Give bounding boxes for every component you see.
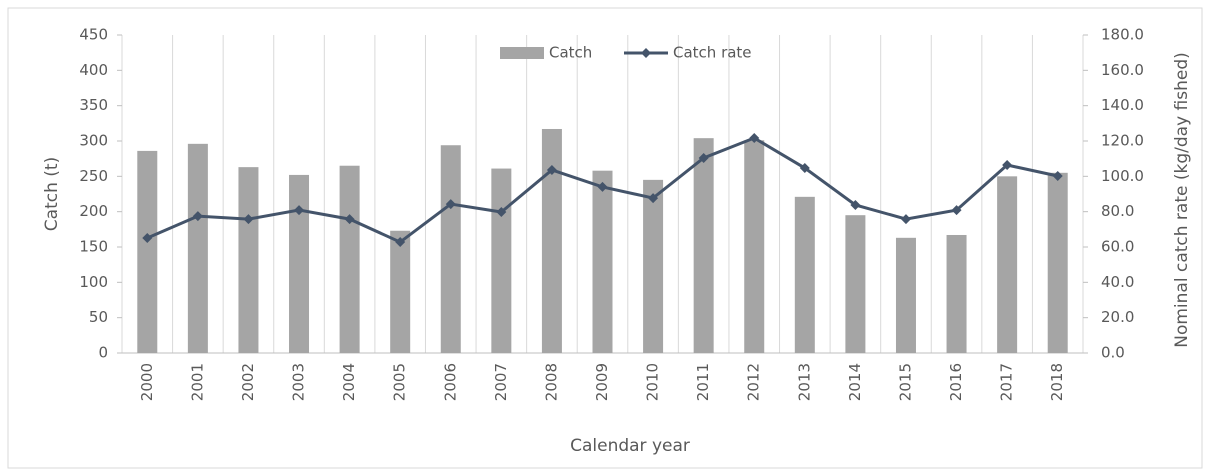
bar — [1047, 172, 1068, 353]
y2-tick-label: 140.0 — [1101, 96, 1144, 114]
bar — [289, 174, 310, 353]
bar — [643, 179, 664, 353]
bar — [592, 170, 613, 353]
y-tick-label: 0 — [98, 344, 108, 362]
legend-swatch — [641, 48, 651, 58]
bar — [541, 128, 562, 353]
x-tick-label: 2012 — [745, 363, 763, 401]
y2-tick-label: 20.0 — [1101, 308, 1134, 326]
x-tick-label: 2007 — [492, 363, 510, 401]
y-tick-label: 50 — [89, 308, 108, 326]
y2-tick-label: 60.0 — [1101, 238, 1134, 256]
marker — [243, 214, 254, 225]
x-tick-label: 2018 — [1048, 363, 1066, 401]
x-tick-label: 2006 — [441, 363, 459, 401]
marker — [142, 232, 153, 243]
y2-tick-label: 0.0 — [1101, 344, 1125, 362]
x-tick-label: 2013 — [795, 363, 813, 401]
x-tick-label: 2016 — [947, 363, 965, 401]
legend-label: Catch — [549, 44, 592, 62]
y2-axis-title: Nominal catch rate (kg/day fished) — [1172, 52, 1192, 348]
bar — [440, 145, 461, 353]
y-tick-label: 450 — [79, 26, 108, 44]
y2-tick-label: 80.0 — [1101, 202, 1134, 220]
y2-tick-label: 180.0 — [1101, 26, 1144, 44]
x-tick-label: 2002 — [239, 363, 257, 401]
marker — [597, 181, 608, 192]
marker — [951, 205, 962, 216]
marker — [900, 214, 911, 225]
marker — [546, 164, 557, 175]
x-tick-label: 2014 — [846, 363, 864, 401]
x-tick-label: 2001 — [188, 363, 206, 401]
y-tick-label: 300 — [79, 132, 108, 150]
marker — [749, 132, 760, 143]
marker — [445, 199, 456, 210]
x-tick-label: 2000 — [138, 363, 156, 401]
x-tick-label: 2004 — [340, 363, 358, 401]
bar — [693, 138, 714, 353]
bar — [137, 150, 158, 353]
bar — [845, 215, 866, 353]
marker — [799, 163, 810, 174]
marker — [496, 207, 507, 218]
marker — [395, 237, 406, 248]
bar — [946, 234, 967, 353]
legend-swatch — [500, 47, 544, 59]
marker — [850, 199, 861, 210]
x-tick-label: 2011 — [694, 363, 712, 401]
bar — [339, 165, 360, 353]
marker — [698, 152, 709, 163]
y2-tick-label: 100.0 — [1101, 167, 1144, 185]
marker — [344, 214, 355, 225]
y2-tick-label: 40.0 — [1101, 273, 1134, 291]
bar — [997, 176, 1018, 353]
x-tick-label: 2008 — [542, 363, 560, 401]
bar — [187, 143, 208, 353]
bar — [895, 237, 916, 353]
y-tick-label: 250 — [79, 167, 108, 185]
y-tick-label: 150 — [79, 238, 108, 256]
x-tick-label: 2003 — [290, 363, 308, 401]
bar — [491, 168, 512, 353]
bar — [794, 196, 815, 353]
y-tick-label: 400 — [79, 61, 108, 79]
marker — [192, 211, 203, 222]
bar — [238, 167, 259, 353]
y2-tick-label: 120.0 — [1101, 132, 1144, 150]
y-axis-title: Catch (t) — [42, 157, 62, 231]
x-axis-title: Calendar year — [570, 436, 690, 456]
marker — [1002, 160, 1013, 171]
bar — [390, 230, 411, 353]
x-tick-label: 2005 — [391, 363, 409, 401]
y2-tick-label: 160.0 — [1101, 61, 1144, 79]
marker — [294, 205, 305, 216]
x-tick-label: 2010 — [644, 363, 662, 401]
x-tick-label: 2009 — [593, 363, 611, 401]
y-tick-label: 100 — [79, 273, 108, 291]
y-tick-label: 350 — [79, 96, 108, 114]
marker — [1052, 170, 1063, 181]
bar — [744, 140, 765, 353]
x-tick-label: 2017 — [998, 363, 1016, 401]
y-tick-label: 200 — [79, 202, 108, 220]
marker — [648, 193, 659, 204]
x-tick-label: 2015 — [896, 363, 914, 401]
legend-label: Catch rate — [673, 44, 752, 62]
